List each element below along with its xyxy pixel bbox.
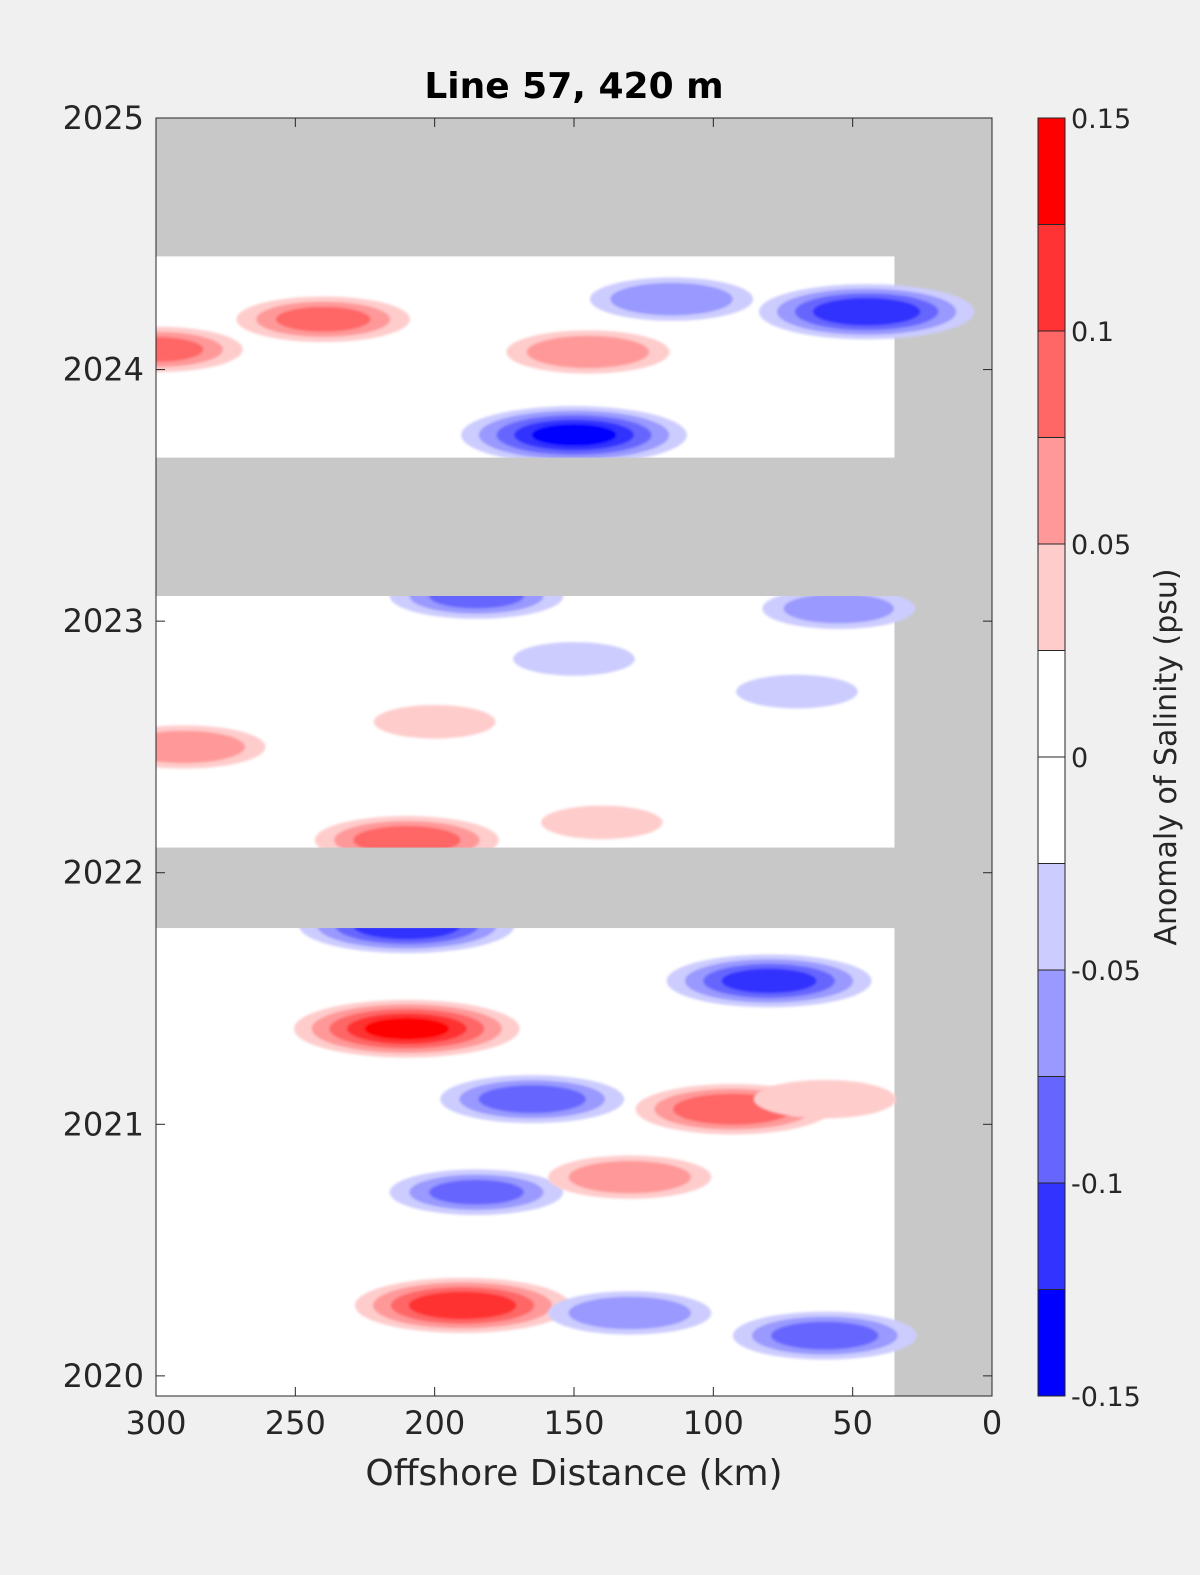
contour-level — [541, 805, 663, 840]
contour-level — [429, 1179, 524, 1205]
y-tick-label: 2024 — [63, 351, 144, 389]
anomaly-feature — [548, 1155, 712, 1199]
y-tick-label: 2022 — [63, 854, 144, 892]
contour-level — [156, 730, 246, 764]
missing-data-band — [156, 847, 992, 929]
contour-level — [812, 297, 921, 326]
contour-level — [513, 642, 635, 676]
anomaly-feature — [732, 1311, 917, 1360]
anomaly-feature — [666, 954, 872, 1008]
anomaly-feature — [506, 330, 670, 374]
x-tick-label: 50 — [832, 1404, 873, 1442]
plot-area — [156, 118, 992, 1396]
contour-level — [364, 1017, 450, 1040]
colorbar-tick-label: -0.05 — [1071, 956, 1141, 987]
colorbar-segment — [1038, 1076, 1065, 1184]
x-tick-label: 100 — [683, 1404, 744, 1442]
x-axis-label: Offshore Distance (km) — [365, 1453, 782, 1494]
y-tick-label: 2023 — [63, 602, 144, 640]
anomaly-feature — [389, 1169, 564, 1216]
contour-level — [408, 1291, 517, 1320]
colorbar-segment — [1038, 757, 1065, 864]
anomaly-feature — [156, 326, 243, 373]
colorbar-segment — [1038, 331, 1065, 438]
contour-level — [531, 424, 617, 446]
anomaly-feature — [294, 999, 520, 1058]
colorbar-segment — [1038, 437, 1065, 545]
y-tick-label: 2025 — [63, 99, 144, 137]
colorbar-segment — [1038, 224, 1065, 332]
colorbar-frame — [1037, 117, 1066, 1397]
colorbar-segment — [1038, 650, 1065, 758]
colorbar-tick-label: -0.1 — [1071, 1169, 1124, 1200]
contour-level — [156, 337, 204, 362]
colorbar-tick-label: 0 — [1071, 743, 1088, 774]
contour-level — [610, 282, 733, 316]
anomaly-feature — [156, 725, 266, 769]
colorbar: 0.15 0.1 0.05 0 -0.05 -0.1 -0.15 — [1037, 104, 1141, 1413]
contour-level — [721, 968, 817, 994]
contour-level — [526, 335, 650, 369]
contour-level — [736, 674, 858, 709]
anomaly-feature — [589, 277, 754, 321]
anomaly-feature — [513, 642, 635, 676]
colorbar-label: Anomaly of Salinity (psu) — [1149, 568, 1184, 945]
anomaly-feature — [541, 805, 663, 840]
colorbar-segment — [1038, 544, 1065, 651]
x-tick-label: 200 — [404, 1404, 465, 1442]
x-tick-label: 250 — [265, 1404, 326, 1442]
anomaly-feature — [759, 284, 975, 340]
missing-data-band — [156, 118, 992, 257]
y-tick-label: 2020 — [63, 1357, 144, 1395]
anomaly-feature — [548, 1291, 712, 1335]
x-tick-label: 150 — [543, 1404, 604, 1442]
colorbar-tick-label: -0.15 — [1071, 1382, 1141, 1413]
contour-level — [373, 704, 496, 739]
anomaly-feature — [753, 1079, 896, 1119]
x-axis: 300 250 200 150 100 50 0 — [125, 118, 1002, 1442]
anomaly-feature — [461, 406, 687, 464]
chart-title: Line 57, 420 m — [424, 66, 723, 107]
colorbar-segment — [1038, 970, 1065, 1077]
contour-level — [275, 306, 371, 332]
anomaly-feature — [236, 296, 410, 343]
anomaly-feature — [440, 1075, 625, 1124]
anomaly-feature — [762, 588, 916, 629]
missing-data-band — [156, 457, 992, 596]
colorbar-segment — [1038, 1183, 1065, 1290]
colorbar-tick-label: 0.05 — [1071, 530, 1131, 561]
contour-level — [568, 1160, 691, 1194]
anomaly-feature — [354, 1277, 571, 1334]
missing-data-bands — [156, 118, 992, 929]
x-tick-label: 300 — [125, 1404, 186, 1442]
colorbar-tick-label: 0.1 — [1071, 317, 1114, 348]
contour-level — [478, 1085, 586, 1114]
colorbar-segment — [1038, 1289, 1065, 1397]
contour-level — [783, 593, 894, 624]
contour-level — [353, 826, 461, 855]
contour-level — [771, 1321, 879, 1350]
y-axis: 2020 2021 2022 2023 2024 2025 — [63, 99, 992, 1395]
colorbar-tick-label: 0.15 — [1071, 104, 1131, 135]
anomaly-feature — [373, 704, 496, 739]
contour-level — [753, 1079, 896, 1119]
y-tick-label: 2021 — [63, 1105, 144, 1143]
anomaly-feature — [736, 674, 858, 709]
colorbar-segment — [1038, 118, 1065, 225]
contour-level — [568, 1296, 691, 1330]
colorbar-segment — [1038, 863, 1065, 971]
x-tick-label: 0 — [982, 1404, 1002, 1442]
